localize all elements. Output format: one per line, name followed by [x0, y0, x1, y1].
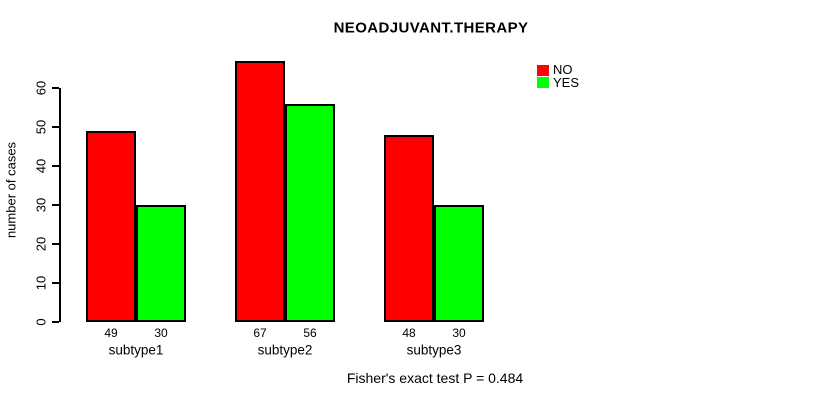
legend: NO YES: [537, 62, 580, 90]
y-axis-line: [59, 88, 61, 322]
y-axis-tick: [52, 204, 59, 206]
legend-swatch-no: [537, 64, 549, 76]
bar-value-label: 48: [402, 326, 416, 340]
legend-item-yes: YES: [537, 74, 580, 90]
legend-item-no: NO: [537, 62, 579, 78]
bar-yes-subtype1: [136, 205, 186, 322]
y-axis-label: number of cases: [3, 141, 19, 239]
bar-value-label: 67: [253, 326, 267, 340]
chart-title: NEOADJUVANT.THERAPY: [333, 19, 529, 37]
y-axis-tick: [52, 126, 59, 128]
bar-no-subtype2: [235, 60, 285, 322]
bar-no-subtype3: [384, 134, 434, 322]
y-axis-tick: [52, 243, 59, 245]
bar-value-label: 56: [303, 326, 317, 340]
y-axis-tick-label: 0: [33, 318, 49, 326]
bar-value-label: 30: [452, 326, 466, 340]
y-axis-tick: [52, 87, 59, 89]
y-axis-tick-label: 10: [33, 275, 49, 291]
legend-label: YES: [553, 74, 580, 90]
y-axis-tick-label: 60: [33, 80, 49, 96]
y-axis-tick: [52, 282, 59, 284]
legend-label: NO: [553, 62, 573, 78]
bar-no-subtype1: [86, 130, 136, 322]
bar-yes-subtype3: [434, 205, 484, 322]
bar-value-label: 49: [104, 326, 118, 340]
y-axis-tick-label: 20: [33, 236, 49, 252]
category-label-subtype2: subtype2: [257, 342, 313, 358]
bar-yes-subtype2: [285, 103, 335, 322]
category-label-subtype3: subtype3: [406, 342, 462, 358]
bar-value-label: 30: [154, 326, 168, 340]
y-axis-tick: [52, 321, 59, 323]
annotation-text: Fisher's exact test P = 0.484: [346, 370, 524, 386]
category-label-subtype1: subtype1: [108, 342, 164, 358]
y-axis-tick-label: 50: [33, 119, 49, 135]
y-axis-tick-label: 30: [33, 197, 49, 213]
legend-swatch-yes: [537, 77, 549, 89]
y-axis-tick: [52, 165, 59, 167]
y-axis-tick-label: 40: [33, 158, 49, 174]
